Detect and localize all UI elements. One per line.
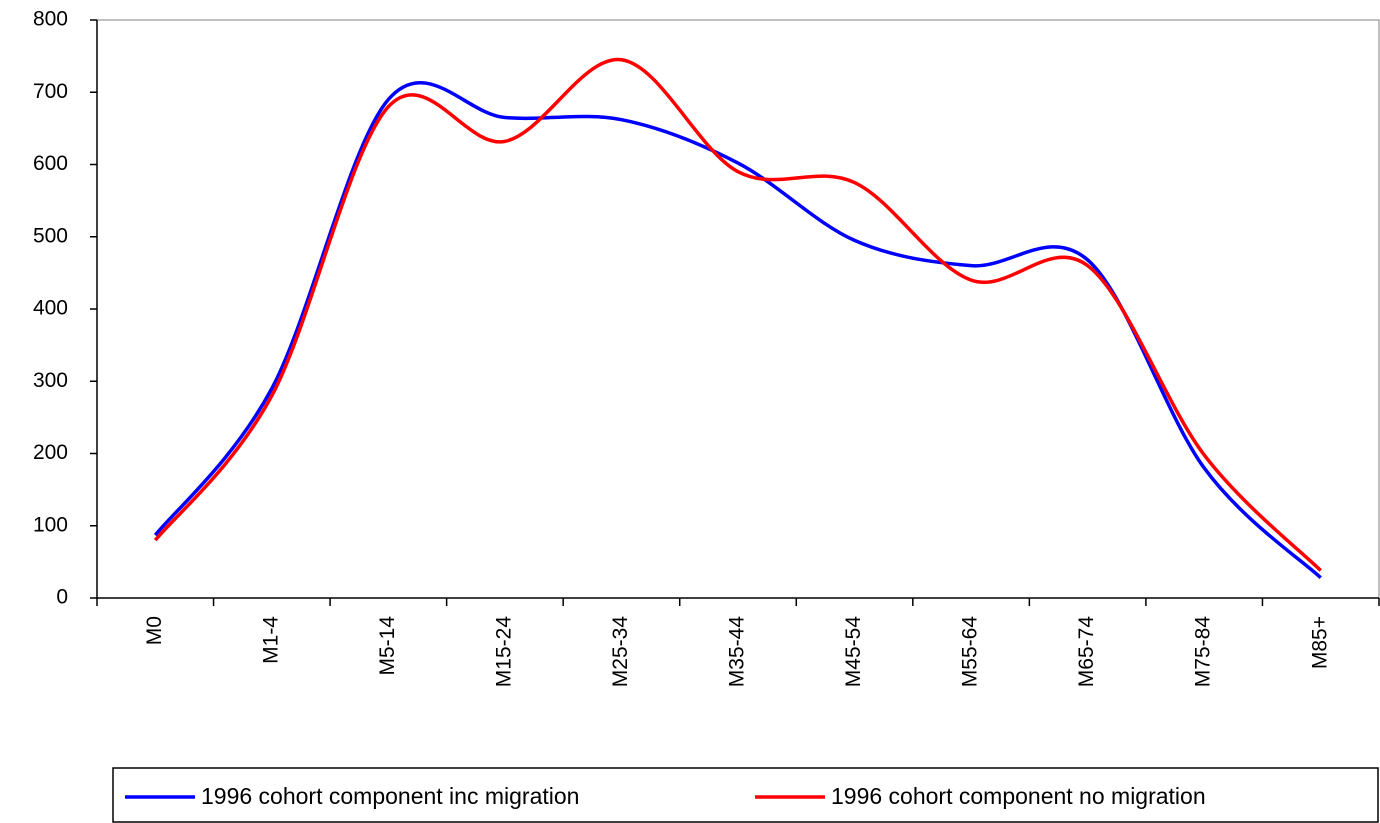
y-tick-label: 0 xyxy=(56,586,68,609)
x-tick-label: M65-74 xyxy=(1075,616,1098,688)
y-tick-label: 400 xyxy=(33,297,68,320)
x-tick-label: M5-14 xyxy=(376,616,399,676)
y-tick-label: 800 xyxy=(33,8,68,31)
y-tick-label: 300 xyxy=(33,369,68,392)
y-tick-label: 500 xyxy=(33,224,68,247)
x-tick-label: M85+ xyxy=(1308,616,1331,669)
y-tick-label: 600 xyxy=(33,152,68,175)
x-tick-label: M25-34 xyxy=(609,616,632,688)
y-tick-label: 700 xyxy=(33,80,68,103)
x-tick-label: M45-54 xyxy=(842,616,865,688)
series-line xyxy=(153,57,1322,572)
x-tick-label: M15-24 xyxy=(492,616,515,688)
x-tick-label: M75-84 xyxy=(1192,616,1215,688)
plot-frame xyxy=(97,19,1380,598)
x-tick-label: M0 xyxy=(143,616,166,645)
y-tick-label: 100 xyxy=(33,513,68,536)
y-tick-label: 200 xyxy=(33,441,68,464)
series-line xyxy=(153,80,1322,580)
legend-label: 1996 cohort component inc migration xyxy=(201,783,579,809)
x-tick-label: M35-44 xyxy=(726,616,749,688)
x-tick-label: M55-64 xyxy=(959,616,982,688)
legend-label: 1996 cohort component no migration xyxy=(831,783,1206,809)
x-tick-label: M1-4 xyxy=(259,616,282,664)
legend-box xyxy=(112,767,1379,823)
